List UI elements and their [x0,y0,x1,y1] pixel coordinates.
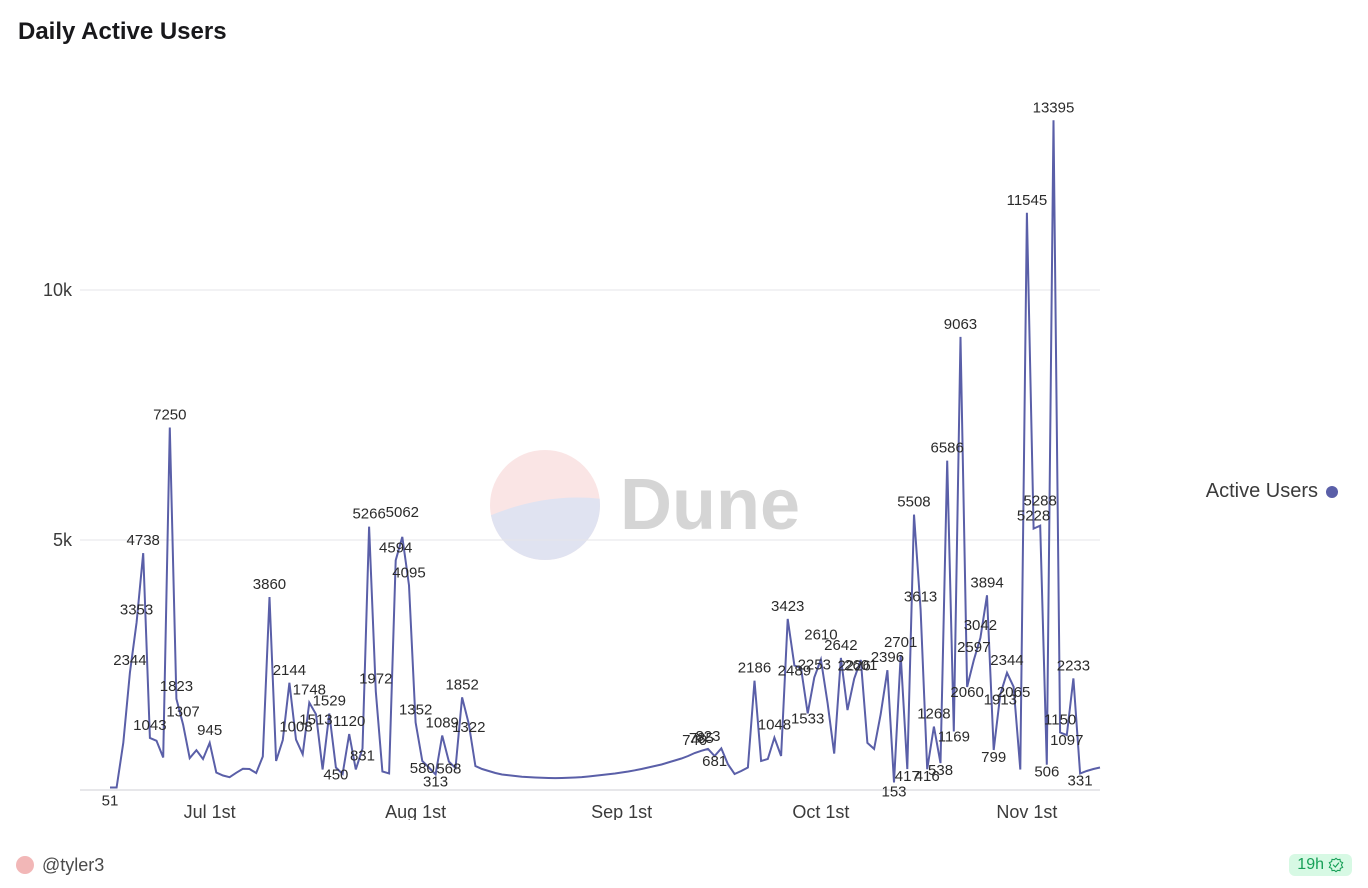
svg-text:1120: 1120 [333,713,365,730]
svg-text:2233: 2233 [1057,657,1090,674]
chart-container: Dune 5k10kJul 1stAug 1stSep 1stOct 1stNo… [0,60,1368,820]
svg-text:5k: 5k [53,530,73,550]
svg-text:2144: 2144 [273,662,306,679]
svg-text:Sep 1st: Sep 1st [591,802,652,820]
svg-text:153: 153 [882,783,907,800]
svg-text:1529: 1529 [313,693,346,710]
svg-text:1533: 1533 [791,710,824,727]
svg-text:681: 681 [702,753,727,770]
legend: Active Users [1206,480,1338,503]
author-avatar-icon [16,856,34,874]
svg-text:3042: 3042 [964,617,997,634]
svg-text:10k: 10k [43,280,73,300]
svg-text:7250: 7250 [153,407,186,424]
svg-text:11545: 11545 [1007,192,1048,209]
svg-text:13395: 13395 [1033,99,1075,116]
svg-text:4594: 4594 [379,539,412,556]
svg-text:3423: 3423 [771,598,804,615]
svg-text:1097: 1097 [1050,732,1083,749]
svg-text:1169: 1169 [938,729,970,746]
svg-text:799: 799 [981,749,1006,766]
svg-text:2186: 2186 [738,660,771,677]
svg-text:4738: 4738 [127,532,160,549]
svg-text:5228: 5228 [1017,508,1050,525]
svg-text:1972: 1972 [359,670,392,687]
svg-text:3860: 3860 [253,576,286,593]
svg-text:Oct 1st: Oct 1st [792,802,849,820]
svg-text:1268: 1268 [917,706,950,723]
svg-text:2060: 2060 [950,684,983,701]
chart-title: Daily Active Users [18,18,227,46]
svg-text:2701: 2701 [884,634,917,651]
svg-text:51: 51 [102,792,119,809]
svg-text:2396: 2396 [871,649,904,666]
svg-text:2344: 2344 [990,652,1023,669]
svg-text:1307: 1307 [166,704,199,721]
svg-text:2642: 2642 [824,637,857,654]
svg-text:Aug 1st: Aug 1st [385,802,446,820]
svg-text:1043: 1043 [133,717,166,734]
line-chart: 5k 10k Jul 1st Aug 1st Sep 1st Oct 1st Nov 1st… [0,60,1368,820]
svg-text:2597: 2597 [957,639,990,656]
svg-text:5508: 5508 [897,494,930,511]
legend-label: Active Users [1206,480,1318,503]
svg-text:Nov 1st: Nov 1st [996,802,1057,820]
refresh-badge[interactable]: 19h [1289,854,1352,876]
svg-text:5288: 5288 [1024,493,1057,510]
svg-text:2344: 2344 [113,652,146,669]
svg-text:9063: 9063 [944,316,977,333]
svg-text:1823: 1823 [160,678,193,695]
svg-text:331: 331 [1068,772,1093,789]
svg-text:4095: 4095 [392,564,425,581]
svg-text:3894: 3894 [970,574,1003,591]
svg-text:5062: 5062 [386,504,419,521]
svg-text:5266: 5266 [352,506,385,523]
verified-icon [1328,857,1344,873]
svg-text:3353: 3353 [120,601,153,618]
svg-text:1150: 1150 [1044,712,1076,729]
svg-text:1852: 1852 [445,676,478,693]
author-name: @tyler3 [42,855,104,876]
svg-text:2065: 2065 [997,684,1030,701]
svg-text:823: 823 [695,728,720,745]
svg-text:568: 568 [436,761,461,778]
svg-text:Jul 1st: Jul 1st [184,802,236,820]
svg-text:6586: 6586 [930,440,963,457]
author-handle[interactable]: @tyler3 [16,855,104,876]
svg-text:945: 945 [197,722,222,739]
svg-text:831: 831 [350,747,375,764]
svg-text:538: 538 [928,762,953,779]
svg-text:2253: 2253 [798,656,831,673]
svg-text:450: 450 [323,767,348,784]
svg-text:3613: 3613 [904,588,937,605]
svg-text:1513: 1513 [299,711,332,728]
svg-text:506: 506 [1034,764,1059,781]
svg-text:1048: 1048 [758,717,791,734]
legend-dot-icon [1326,486,1338,498]
svg-text:1322: 1322 [452,719,485,736]
refresh-age: 19h [1297,856,1324,874]
